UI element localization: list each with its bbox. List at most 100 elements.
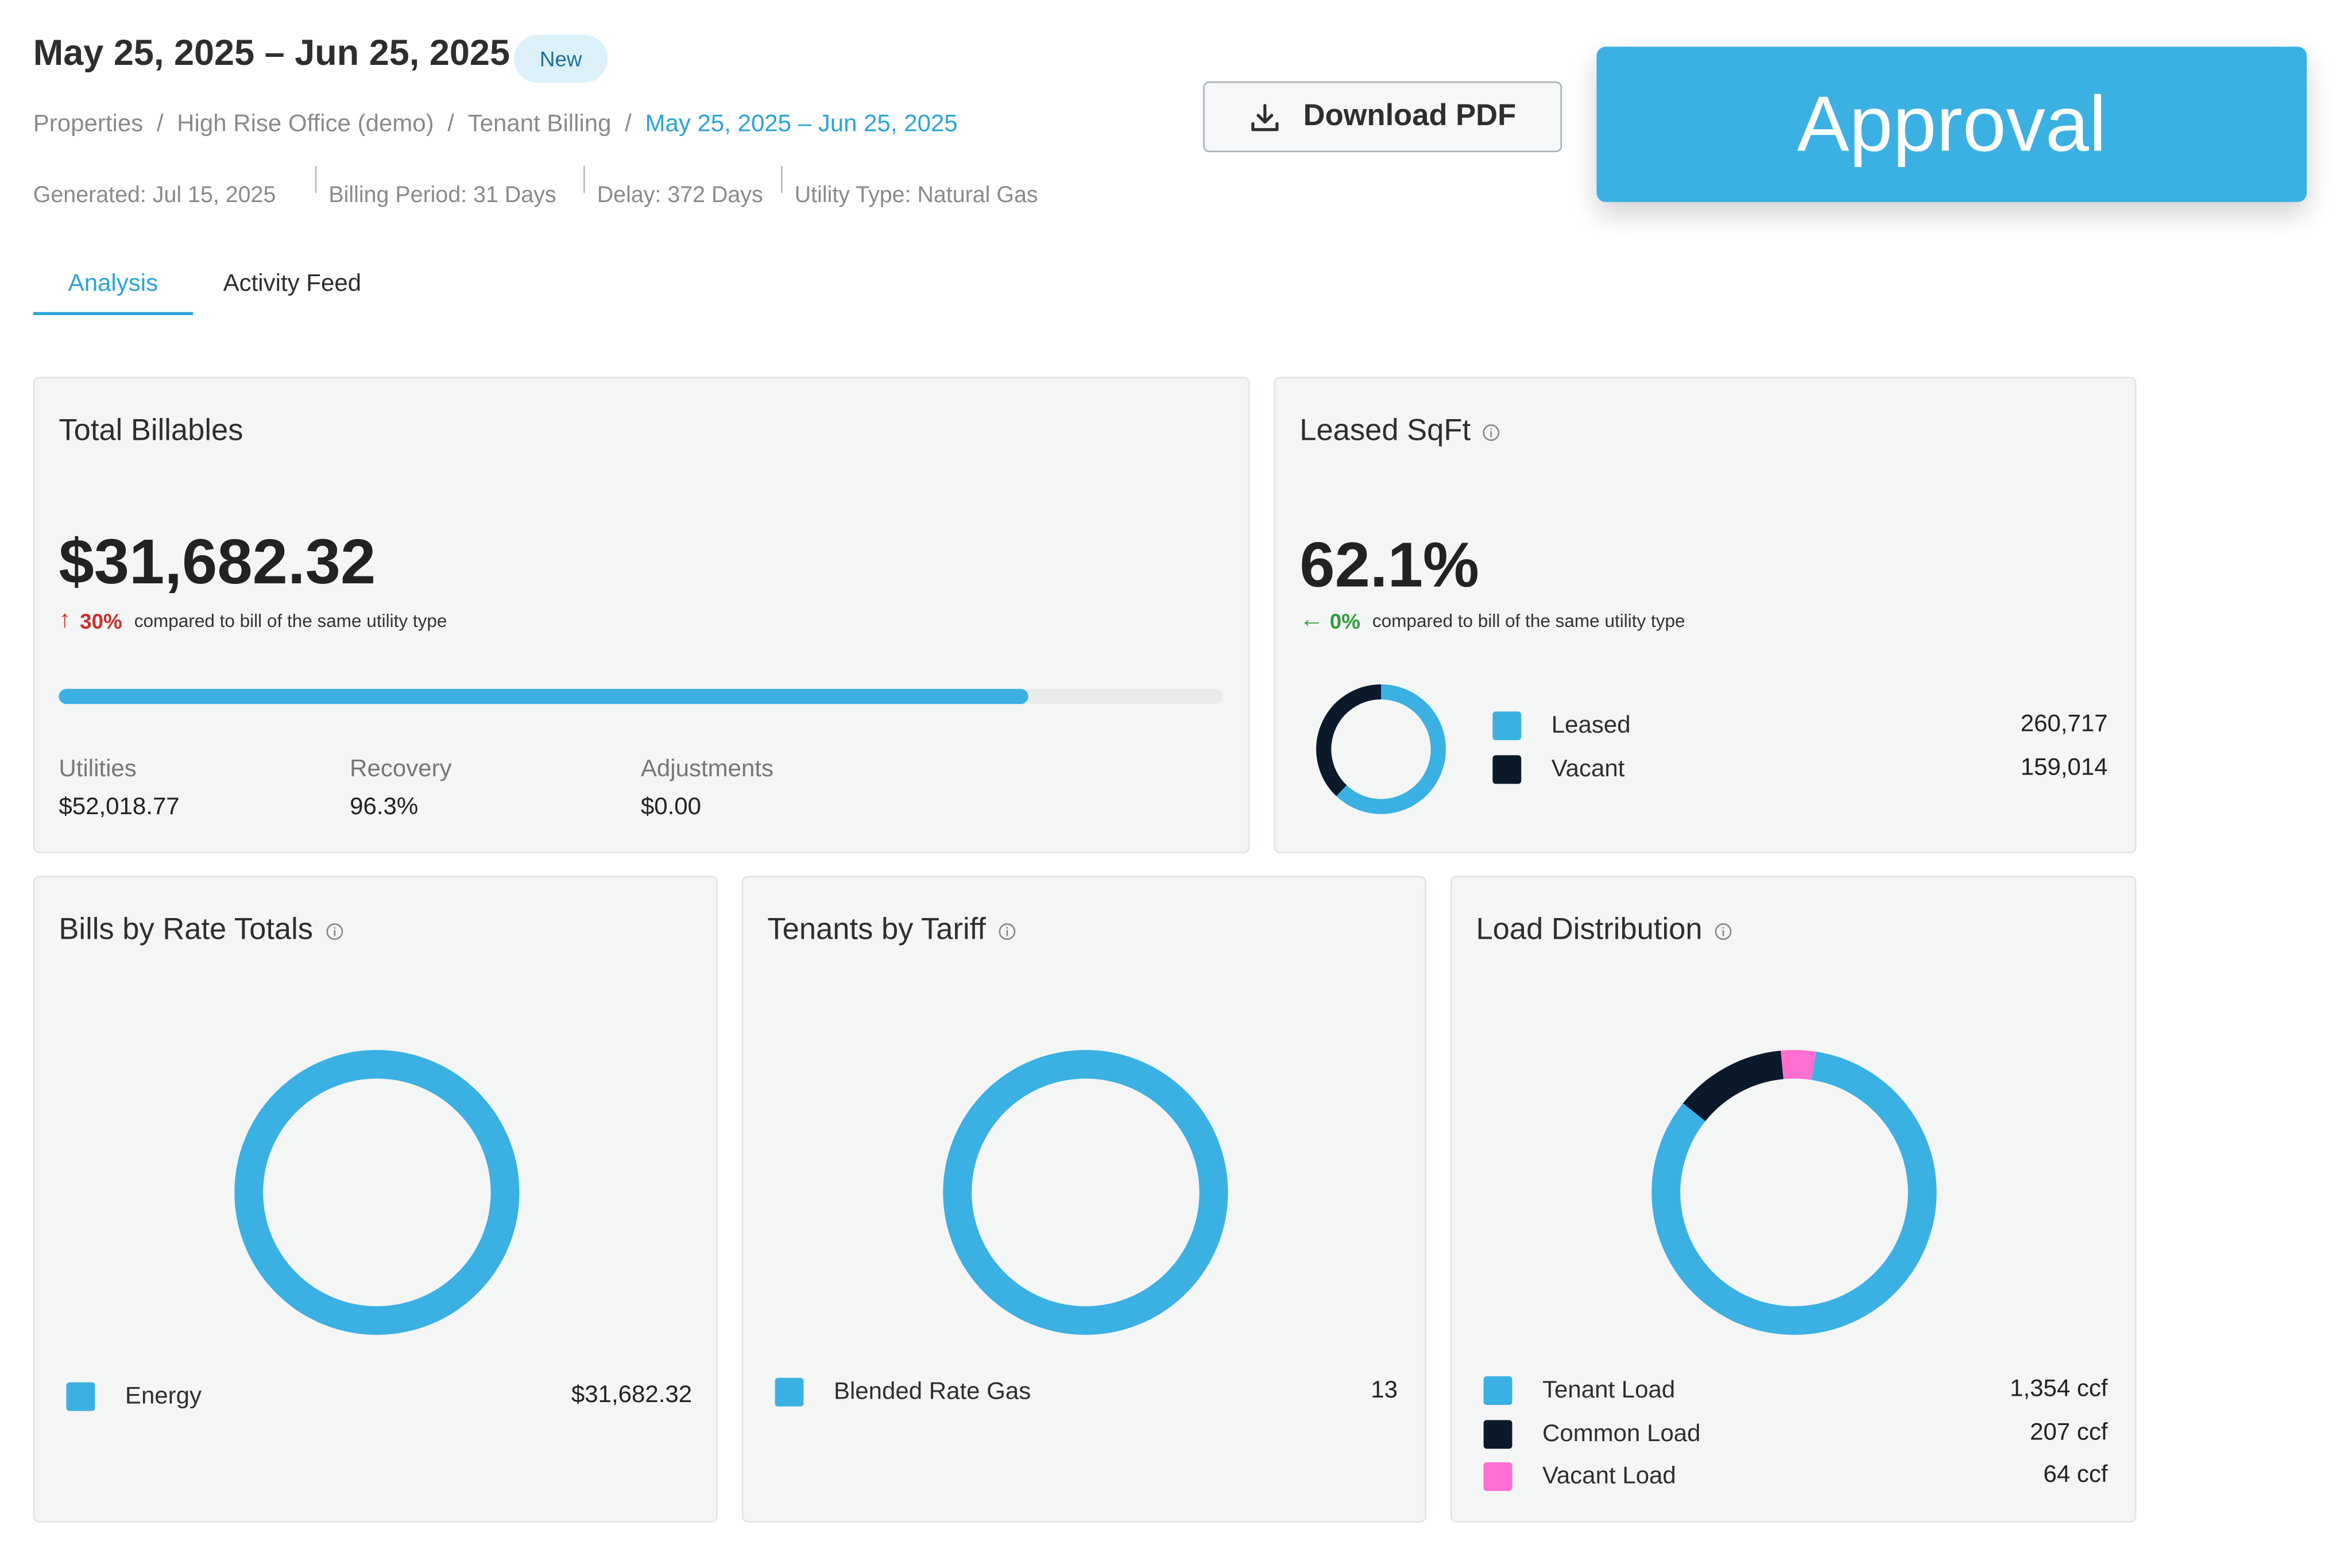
load-distribution-slice-tenant-load [1651,1051,1937,1335]
legend-swatch-energy [66,1382,95,1411]
legend-label-common-load: Common Load [1542,1420,1701,1447]
breadcrumb-property[interactable]: High Rise Office (demo) [177,111,434,137]
tenants-by-tariff-donut-chart [943,1050,1228,1335]
breadcrumb-current: May 25, 2025 – Jun 25, 2025 [645,111,958,137]
legend-swatch-tenant-load [1483,1376,1512,1406]
info-icon[interactable] [1715,922,1733,940]
legend-value-common-load: 207 ccf [2030,1420,2108,1446]
stat-label-adjustments: Adjustments [640,757,774,783]
leased-sqft-title: Leased SqFt [1299,415,1500,449]
breadcrumb-separator: / [447,111,455,137]
legend-value-leased: 260,717 [2020,711,2108,737]
bills-by-rate-slice-energy [234,1050,520,1335]
bills-by-rate-donut-chart [234,1050,520,1335]
load-distribution-slice-common-load [1682,1050,1784,1122]
leased-sqft-title-text: Leased SqFt [1299,415,1471,448]
tenants-by-tariff-slice-blended-rate-gas [943,1050,1228,1335]
bills-by-rate-title: Bills by Rate Totals [59,913,343,948]
legend-value-tenant-load: 1,354 ccf [2010,1376,2108,1402]
total-billables-card: Total Billables $31,682.32 ↑ 30% compare… [33,377,1250,854]
stat-value-adjustments: $0.00 [640,794,702,820]
legend-label-leased: Leased [1551,712,1631,738]
arrow-up-icon: ↑ [59,607,71,633]
tenants-by-tariff-title-text: Tenants by Tariff [767,913,986,947]
bills-by-rate-title-text: Bills by Rate Totals [59,913,314,947]
leased-sqft-card: Leased SqFt 62.1% ← 0% compared to bill … [1274,377,2137,854]
download-icon [1252,103,1279,131]
recovery-progress-fill [59,688,1028,704]
legend-swatch-common-load [1483,1420,1512,1449]
tab-activity-feed[interactable]: Activity Feed [223,271,362,297]
info-icon[interactable] [325,922,343,940]
load-distribution-donut-chart [1651,1050,1937,1335]
page-title: May 25, 2025 – Jun 25, 2025 [33,33,510,74]
tab-analysis[interactable]: Analysis [68,271,158,297]
legend-label-tenant-load: Tenant Load [1542,1377,1676,1403]
leased-sqft-percent: 62.1% [1299,529,1479,600]
download-pdf-button[interactable]: Download PDF [1203,81,1562,153]
legend-item-tenant-load: Tenant Load [1483,1376,1676,1406]
stat-label-utilities: Utilities [59,757,137,783]
legend-item-vacant: Vacant [1492,755,1624,784]
meta-billing-period: Billing Period: 31 Days [328,182,556,208]
recovery-progress-bar [59,688,1223,704]
leased-sqft-slice-vacant [1316,684,1382,796]
legend-value-blended-rate-gas: 13 [1371,1377,1398,1404]
legend-swatch-vacant-load [1483,1462,1512,1491]
meta-utility-type: Utility Type: Natural Gas [794,182,1038,208]
leased-sqft-delta: ← 0% compared to bill of the same utilit… [1299,607,1685,634]
meta-divider [781,165,783,193]
delta-percent: 30% [80,609,122,633]
legend-swatch-blended-rate-gas [775,1377,804,1407]
breadcrumb-tenant-billing[interactable]: Tenant Billing [467,111,612,137]
load-distribution-card: Load Distribution Tenant Load 1,354 ccf … [1450,876,2137,1523]
info-icon[interactable] [1483,423,1501,441]
legend-item-blended-rate-gas: Blended Rate Gas [775,1377,1031,1407]
delta-text: compared to bill of the same utility typ… [134,610,447,632]
total-billables-delta: ↑ 30% compared to bill of the same utili… [59,607,447,634]
legend-item-common-load: Common Load [1483,1420,1701,1449]
breadcrumb: Properties / High Rise Office (demo) / Tenan… [33,111,958,138]
info-icon[interactable] [998,922,1016,940]
legend-item-leased: Leased [1492,711,1631,741]
bills-by-rate-card: Bills by Rate Totals Energy $31,682.32 [33,876,718,1523]
legend-item-energy: Energy [66,1382,202,1411]
legend-label-vacant-load: Vacant Load [1542,1463,1676,1489]
download-pdf-label: Download PDF [1303,99,1517,133]
breadcrumb-separator: / [625,111,632,137]
arrow-left-icon: ← [1299,607,1324,633]
legend-label-energy: Energy [125,1383,202,1409]
meta-generated: Generated: Jul 15, 2025 [33,182,276,208]
load-distribution-slice-vacant-load [1781,1050,1816,1081]
total-billables-title: Total Billables [59,415,243,449]
legend-label-vacant: Vacant [1551,756,1625,782]
legend-swatch-leased [1492,711,1522,741]
meta-delay: Delay: 372 Days [597,182,763,208]
legend-value-energy: $31,682.32 [571,1382,693,1408]
stat-value-recovery: 96.3% [350,794,419,820]
load-distribution-title: Load Distribution [1476,913,1732,948]
legend-value-vacant-load: 64 ccf [2043,1462,2108,1488]
load-distribution-title-text: Load Distribution [1476,913,1703,947]
delta-percent: 0% [1329,609,1360,633]
total-billables-title-text: Total Billables [59,415,243,448]
breadcrumb-separator: / [156,111,164,137]
meta-divider [583,165,585,193]
approval-label: Approval [1797,80,2107,168]
new-badge: New [514,34,608,83]
legend-value-vacant: 159,014 [2020,755,2108,781]
delta-text: compared to bill of the same utility typ… [1372,610,1685,632]
approval-button[interactable]: Approval [1596,47,2307,202]
tenants-by-tariff-title: Tenants by Tariff [767,913,1016,948]
leased-sqft-donut-chart [1316,684,1446,814]
total-billables-amount: $31,682.32 [59,526,376,597]
leased-sqft-slice-leased [1336,684,1446,814]
legend-item-vacant-load: Vacant Load [1483,1462,1676,1491]
tenants-by-tariff-card: Tenants by Tariff Blended Rate Gas 13 [741,876,1426,1523]
stat-value-utilities: $52,018.77 [59,794,180,820]
stat-label-recovery: Recovery [350,757,452,783]
legend-swatch-vacant [1492,755,1522,784]
breadcrumb-properties[interactable]: Properties [33,111,144,137]
meta-divider [315,165,317,193]
